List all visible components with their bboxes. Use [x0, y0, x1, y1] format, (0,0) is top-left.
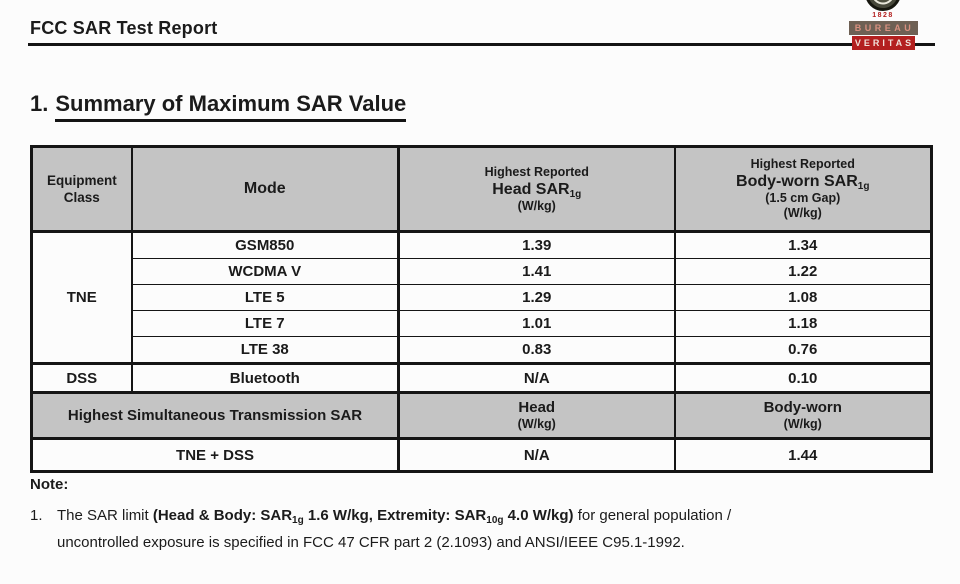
- mode-cell: LTE 5: [130, 284, 399, 311]
- body-sar-value: 1.18: [673, 310, 932, 337]
- note-title: Note:: [30, 476, 69, 493]
- subscript-1g: 1g: [569, 188, 582, 200]
- head-sar-value: 1.39: [397, 231, 675, 259]
- bureau-veritas-logo: 1828 BUREAU VERITAS: [846, 0, 920, 50]
- table-header-row: Equipment Class Mode Highest Reported He…: [31, 146, 932, 233]
- head-sar-value: 0.83: [397, 336, 675, 364]
- table-row: LTE 5 1.29 1.08: [32, 284, 932, 311]
- table-row: LTE 38 0.83 0.76: [32, 336, 932, 364]
- mode-cell: WCDMA V: [130, 258, 399, 285]
- header-rule: [28, 43, 935, 46]
- header-body-worn-sar: Highest Reported Body-worn SAR1g (1.5 cm…: [673, 146, 932, 233]
- table-row: WCDMA V 1.41 1.22: [32, 258, 932, 285]
- subscript-1g: 1g: [857, 181, 870, 192]
- note-section: Note: 1. The SAR limit (Head & Body: SAR…: [30, 476, 945, 556]
- mode-cell: LTE 38: [130, 336, 399, 364]
- bv-year-label: 1828: [872, 12, 894, 19]
- sar-summary-table: Equipment Class Mode Highest Reported He…: [30, 145, 933, 473]
- equipment-class-tne: TNE: [31, 231, 132, 364]
- note-line-2: uncontrolled exposure is specified in FC…: [57, 534, 685, 551]
- body-sar-value: 1.34: [673, 231, 932, 259]
- table-row: LTE 7 1.01 1.18: [32, 310, 932, 337]
- bv-bureau-label: BUREAU: [848, 21, 918, 35]
- note-item-text: The SAR limit (Head & Body: SAR1g 1.6 W/…: [57, 502, 731, 556]
- header-head-sar: Highest Reported Head SAR1g (W/kg): [397, 146, 675, 233]
- note-line-1: The SAR limit (Head & Body: SAR1g 1.6 W/…: [57, 507, 732, 526]
- simultaneous-head-header: Head (W/kg): [397, 392, 675, 440]
- note-item-number: 1.: [30, 507, 43, 524]
- head-sar-value: N/A: [397, 362, 675, 394]
- mode-cell: Bluetooth: [130, 362, 399, 394]
- bv-veritas-label: VERITAS: [851, 36, 915, 50]
- report-title: FCC SAR Test Report: [30, 18, 218, 38]
- body-sar-value: 1.22: [673, 258, 932, 285]
- section-title: Summary of Maximum SAR Value: [55, 91, 407, 122]
- body-sar-value: 0.76: [673, 336, 932, 364]
- table-row: TNE GSM850 1.39 1.34: [31, 231, 932, 364]
- bv-emblem-icon: [866, 0, 900, 11]
- body-sar-value: 1.08: [673, 284, 932, 311]
- header-equipment-class: Equipment Class: [31, 146, 132, 233]
- mode-cell: LTE 7: [130, 310, 399, 337]
- simultaneous-header-row: Highest Simultaneous Transmission SAR He…: [31, 392, 932, 440]
- simultaneous-label: Highest Simultaneous Transmission SAR: [31, 392, 399, 440]
- head-sar-value: 1.41: [397, 258, 675, 285]
- body-sar-value: 1.44: [673, 438, 932, 472]
- table-row-dss: DSS Bluetooth N/A 0.10: [31, 362, 932, 394]
- note-item: 1. The SAR limit (Head & Body: SAR1g 1.6…: [30, 502, 945, 556]
- section-heading: 1. Summary of Maximum SAR Value: [30, 91, 407, 122]
- section-number: 1.: [30, 91, 49, 116]
- head-sar-value: N/A: [397, 438, 675, 472]
- simultaneous-body-header: Body-worn (W/kg): [673, 392, 932, 440]
- body-sar-value: 0.10: [673, 362, 932, 394]
- equipment-class-dss: DSS: [31, 362, 132, 394]
- mode-cell: GSM850: [130, 231, 399, 259]
- total-label: TNE + DSS: [31, 438, 399, 472]
- table-row-total: TNE + DSS N/A 1.44: [31, 438, 932, 472]
- head-sar-value: 1.29: [397, 284, 675, 311]
- header-mode: Mode: [130, 146, 399, 233]
- head-sar-value: 1.01: [397, 310, 675, 337]
